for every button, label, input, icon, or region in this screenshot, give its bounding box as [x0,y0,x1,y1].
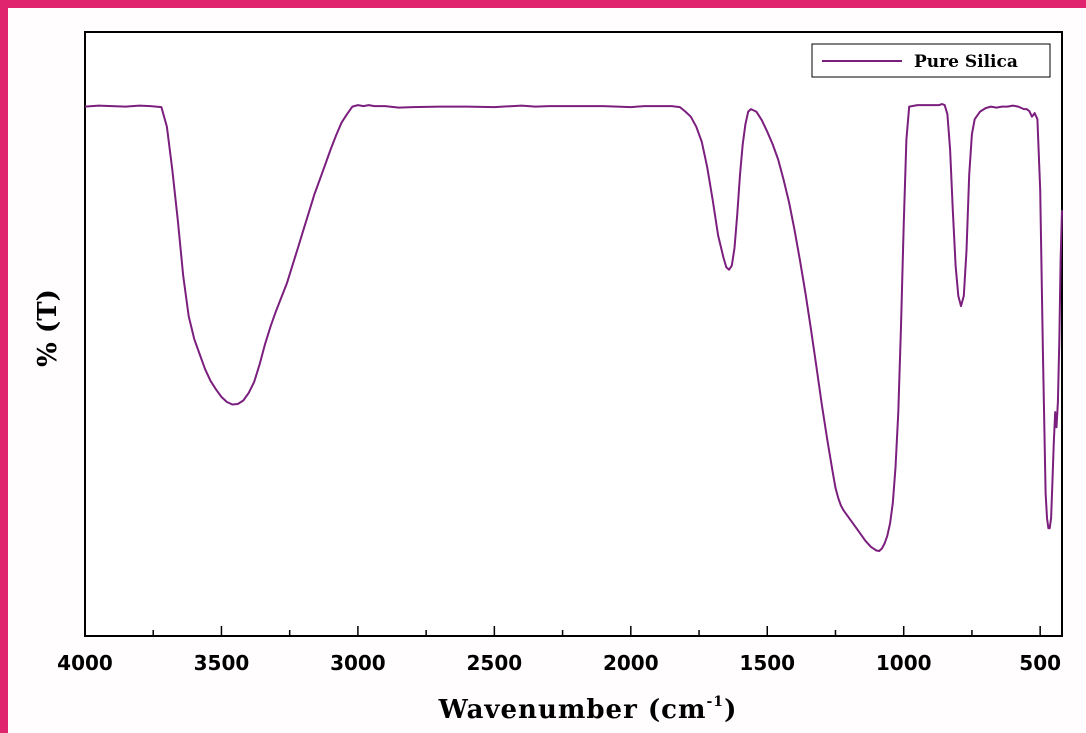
x-tick-label: 1000 [876,651,932,675]
x-tick-label: 1500 [739,651,795,675]
plot-area [84,31,1063,637]
x-tick-label: 2500 [467,651,523,675]
x-tick-label: 2000 [603,651,659,675]
x-axis-title: Wavenumber (cm-1) [438,694,738,725]
x-tick-label: 500 [1019,651,1061,675]
x-tick-label: 3000 [330,651,386,675]
x-axis-ticks [84,626,1041,636]
y-axis-title: % (T) [33,289,63,367]
legend-label-pure-silica: Pure Silica [914,52,1018,72]
x-tick-label: 4000 [57,651,113,675]
x-axis-tick-labels: 4000 3500 3000 2500 2000 1500 1000 500 [57,651,1061,675]
series-line-pure-silica [84,103,1063,552]
legend: Pure Silica [811,43,1051,78]
x-tick-label: 3500 [194,651,250,675]
x-axis-title-superscript: -1 [707,694,725,710]
x-axis-title-close: ) [724,695,737,725]
x-axis-title-main: Wavenumber (cm [438,695,707,725]
